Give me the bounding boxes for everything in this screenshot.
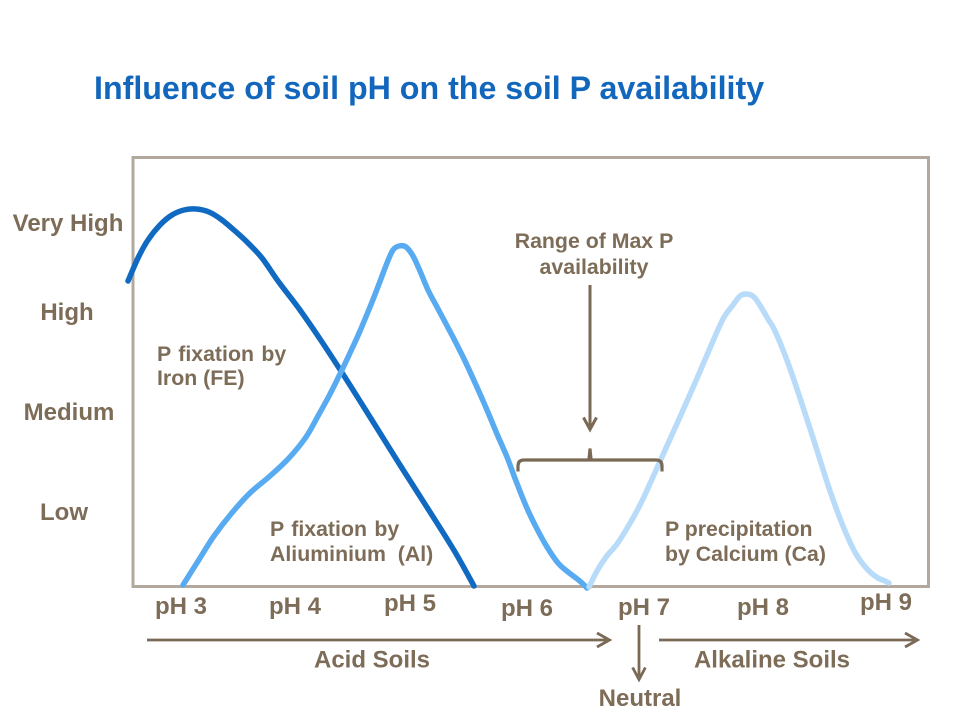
svg-text:Influence of soil pH on the so: Influence of soil pH on the soil P avail… <box>94 70 764 106</box>
svg-text:pH 4: pH 4 <box>269 593 322 620</box>
svg-text:High: High <box>40 299 93 326</box>
svg-text:Acid Soils: Acid Soils <box>314 647 430 674</box>
svg-text:pH 6: pH 6 <box>501 595 553 622</box>
svg-text:Medium: Medium <box>24 399 115 426</box>
svg-text:Aliuminium (Al): Aliuminium (Al) <box>270 542 433 566</box>
svg-text:by Calcium (Ca): by Calcium (Ca) <box>665 542 826 566</box>
svg-text:availability: availability <box>540 255 649 279</box>
svg-text:Very High: Very High <box>13 210 124 237</box>
svg-text:P precipitation: P precipitation <box>665 517 813 541</box>
svg-text:Alkaline Soils: Alkaline Soils <box>694 647 850 674</box>
svg-text:P fixation by: P fixation by <box>157 342 286 366</box>
svg-text:Range of Max P: Range of Max P <box>515 229 674 253</box>
svg-text:pH 9: pH 9 <box>860 589 912 616</box>
svg-text:Neutral: Neutral <box>599 685 682 712</box>
svg-text:pH 3: pH 3 <box>155 593 207 620</box>
svg-text:pH 7: pH 7 <box>618 594 670 621</box>
svg-text:Iron (FE): Iron (FE) <box>157 366 245 390</box>
svg-text:pH 8: pH 8 <box>737 594 789 621</box>
svg-text:P fixation by: P fixation by <box>270 517 399 541</box>
svg-text:pH 5: pH 5 <box>384 590 436 617</box>
svg-text:Low: Low <box>40 499 88 526</box>
